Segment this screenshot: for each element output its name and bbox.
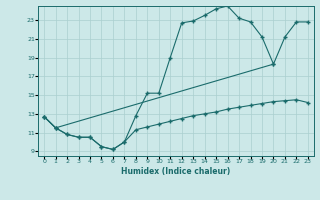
X-axis label: Humidex (Indice chaleur): Humidex (Indice chaleur): [121, 167, 231, 176]
